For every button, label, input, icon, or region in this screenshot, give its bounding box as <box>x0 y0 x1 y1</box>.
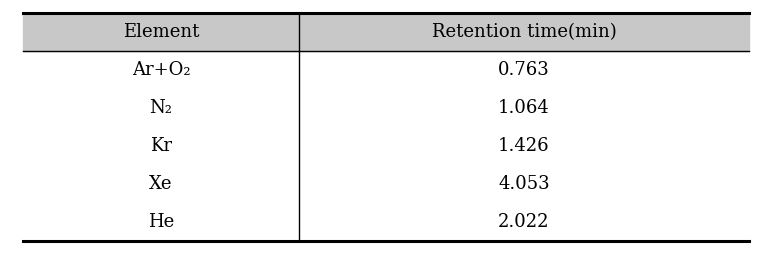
Text: 2.022: 2.022 <box>498 213 550 231</box>
Text: 0.763: 0.763 <box>498 61 550 79</box>
Text: Xe: Xe <box>149 175 173 193</box>
Text: 1.426: 1.426 <box>498 137 550 155</box>
Text: 1.064: 1.064 <box>498 99 550 117</box>
Text: Element: Element <box>123 23 199 41</box>
Bar <box>23 13 749 51</box>
Text: N₂: N₂ <box>150 99 172 117</box>
Text: 4.053: 4.053 <box>498 175 550 193</box>
Text: Kr: Kr <box>150 137 172 155</box>
Text: Retention time(min): Retention time(min) <box>432 23 616 41</box>
Text: He: He <box>148 213 174 231</box>
Text: Ar+O₂: Ar+O₂ <box>132 61 191 79</box>
